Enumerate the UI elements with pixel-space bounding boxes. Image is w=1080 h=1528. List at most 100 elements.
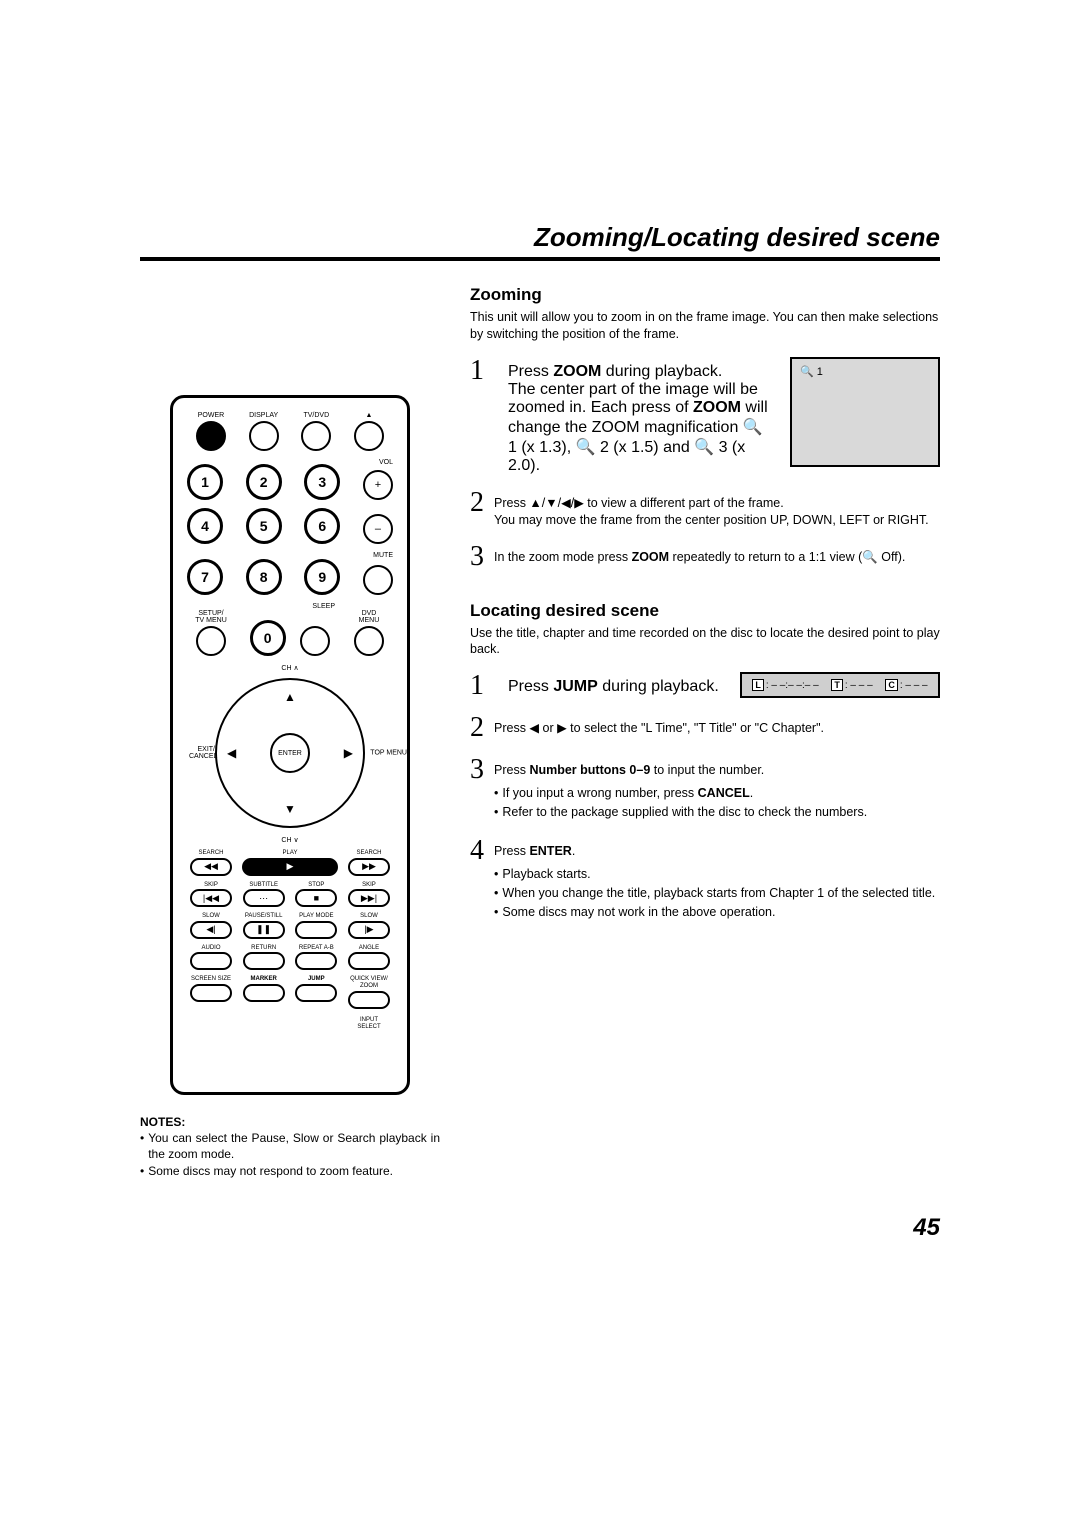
play-btn: ▶ bbox=[242, 858, 338, 876]
inputselect-label: INPUT SELECT bbox=[345, 1017, 393, 1030]
step-num-1: 1 bbox=[470, 357, 484, 385]
num-1: 1 bbox=[187, 464, 223, 500]
right-column: Zooming This unit will allow you to zoom… bbox=[470, 275, 940, 1182]
zoom-step-2: 2 Press ▲/▼/◀/▶ to view a different part… bbox=[470, 489, 940, 529]
search-rev-btn: ◀◀ bbox=[190, 858, 232, 876]
locate-s4-b2: When you change the title, playback star… bbox=[494, 885, 940, 902]
tvdvd-label: TV/DVD bbox=[303, 412, 329, 419]
num-9: 9 bbox=[304, 559, 340, 595]
nav-pad: ENTER ▲ ▼ ◀ ▶ EXIT/ CANCEL TOP MENU bbox=[215, 678, 365, 828]
return-btn bbox=[243, 952, 285, 970]
display-label: DISPLAY bbox=[249, 412, 278, 419]
dvdmenu-btn bbox=[354, 626, 384, 656]
num-7: 7 bbox=[187, 559, 223, 595]
skip-prev-btn: |◀◀ bbox=[190, 889, 232, 907]
pause-btn: ❚❚ bbox=[243, 921, 285, 939]
screensize-btn bbox=[190, 984, 232, 1002]
num-2: 2 bbox=[246, 464, 282, 500]
dvdmenu-label: DVD MENU bbox=[359, 610, 380, 624]
num-6: 6 bbox=[304, 508, 340, 544]
vol-dn-btn: – bbox=[363, 514, 393, 544]
eject-label: ▲ bbox=[366, 412, 373, 419]
power-label: POWER bbox=[198, 412, 224, 419]
skip-next-btn: ▶▶| bbox=[348, 889, 390, 907]
locate-step-4: 4 Press ENTER. Playback starts. When you… bbox=[470, 837, 940, 923]
jump-label: JUMP bbox=[308, 976, 325, 983]
locating-heading: Locating desired scene bbox=[470, 601, 940, 621]
angle-btn bbox=[348, 952, 390, 970]
zoom-btn bbox=[348, 991, 390, 1009]
right-arrow-icon: ▶ bbox=[344, 746, 353, 760]
num-0: 0 bbox=[250, 620, 286, 656]
left-column: POWER DISPLAY TV/DVD ▲ VOL 1 2 3 + 4 5 6 bbox=[140, 275, 440, 1182]
screensize-label: SCREEN SIZE bbox=[191, 976, 231, 983]
zoom-label: QUICK VIEW/ ZOOM bbox=[350, 976, 388, 989]
angle-label: ANGLE bbox=[359, 945, 379, 952]
locating-intro: Use the title, chapter and time recorded… bbox=[470, 625, 940, 659]
mute-btn bbox=[363, 565, 393, 595]
audio-label: AUDIO bbox=[201, 945, 220, 952]
display-btn bbox=[249, 421, 279, 451]
stop-label: STOP bbox=[308, 882, 324, 889]
locate-s4-b3: Some discs may not work in the above ope… bbox=[494, 904, 940, 921]
lstep-num-1: 1 bbox=[470, 672, 484, 700]
playmode-btn bbox=[295, 921, 337, 939]
skip-l-label: SKIP bbox=[204, 882, 218, 889]
tvdvd-btn bbox=[301, 421, 331, 451]
pause-label: PAUSE/STILL bbox=[245, 913, 283, 920]
locate-step-2: 2 Press ◀ or ▶ to select the "L Time", "… bbox=[470, 714, 940, 742]
repeat-label: REPEAT A-B bbox=[299, 945, 334, 952]
slow-rev-btn: ◀| bbox=[190, 921, 232, 939]
note-2: Some discs may not respond to zoom featu… bbox=[140, 1164, 440, 1180]
play-label: PLAY bbox=[283, 850, 298, 857]
content-columns: POWER DISPLAY TV/DVD ▲ VOL 1 2 3 + 4 5 6 bbox=[140, 275, 940, 1182]
zoom-display-box: 🔍 1 bbox=[790, 357, 940, 467]
down-arrow-icon: ▼ bbox=[284, 802, 296, 816]
left-arrow-icon: ◀ bbox=[227, 746, 236, 760]
up-arrow-icon: ▲ bbox=[284, 690, 296, 704]
locate-display-box: L: – –:– –:– – T: – – – C: – – – bbox=[740, 672, 940, 698]
locate-s4-b1: Playback starts. bbox=[494, 866, 940, 883]
slow-l-label: SLOW bbox=[202, 913, 220, 920]
mute-label: MUTE bbox=[187, 552, 393, 559]
ch-up-label: CH ∧ bbox=[187, 664, 393, 672]
step-num-3: 3 bbox=[470, 543, 484, 571]
zooming-heading: Zooming bbox=[470, 285, 940, 305]
return-label: RETURN bbox=[251, 945, 276, 952]
lstep-num-3: 3 bbox=[470, 756, 484, 784]
manual-page: Zooming/Locating desired scene POWER DIS… bbox=[140, 222, 940, 1182]
vol-up-btn: + bbox=[363, 470, 393, 500]
num-5: 5 bbox=[246, 508, 282, 544]
lstep-num-2: 2 bbox=[470, 714, 484, 742]
ch-dn-label: CH ∨ bbox=[187, 836, 393, 844]
search-l-label: SEARCH bbox=[198, 850, 223, 857]
page-title: Zooming/Locating desired scene bbox=[140, 222, 940, 261]
exit-label: EXIT/ CANCEL bbox=[189, 746, 215, 760]
skip-r-label: SKIP bbox=[362, 882, 376, 889]
notes-heading: NOTES: bbox=[140, 1115, 440, 1129]
remote-diagram: POWER DISPLAY TV/DVD ▲ VOL 1 2 3 + 4 5 6 bbox=[170, 395, 410, 1095]
notes-block: NOTES: You can select the Pause, Slow or… bbox=[140, 1115, 440, 1180]
num-8: 8 bbox=[246, 559, 282, 595]
marker-label: MARKER bbox=[250, 976, 276, 983]
topmenu-label: TOP MENU bbox=[370, 750, 407, 757]
audio-btn bbox=[190, 952, 232, 970]
search-fwd-btn: ▶▶ bbox=[348, 858, 390, 876]
zoom-step-3: 3 In the zoom mode press ZOOM repeatedly… bbox=[470, 543, 940, 571]
marker-btn bbox=[243, 984, 285, 1002]
slow-r-label: SLOW bbox=[360, 913, 378, 920]
search-r-label: SEARCH bbox=[356, 850, 381, 857]
num-4: 4 bbox=[187, 508, 223, 544]
zoom-step-1: 1 Press ZOOM during playback. The center… bbox=[470, 357, 940, 475]
locate-s3-b2: Refer to the package supplied with the d… bbox=[494, 804, 940, 821]
subtitle-label: SUBTITLE bbox=[249, 882, 278, 889]
jump-btn bbox=[295, 984, 337, 1002]
zooming-intro: This unit will allow you to zoom in on t… bbox=[470, 309, 940, 343]
stop-btn: ■ bbox=[295, 889, 337, 907]
subtitle-btn: ⋯ bbox=[243, 889, 285, 907]
sleep-label: SLEEP bbox=[187, 603, 335, 610]
repeat-btn bbox=[295, 952, 337, 970]
setup-label: SETUP/ TV MENU bbox=[195, 610, 227, 624]
power-btn bbox=[196, 421, 226, 451]
note-1: You can select the Pause, Slow or Search… bbox=[140, 1131, 440, 1162]
